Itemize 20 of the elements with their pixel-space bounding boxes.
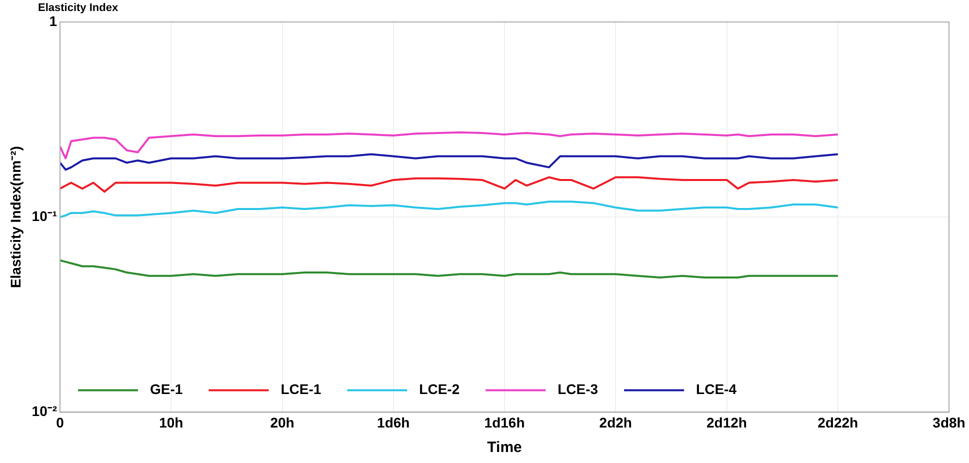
legend-label: LCE-1: [280, 381, 322, 398]
y-axis-title: Elasticity Index(nm⁻²): [7, 146, 24, 288]
chart-title: Elasticity Index: [38, 2, 118, 14]
legend-label: LCE-2: [419, 381, 460, 398]
y-tick-label: 10⁻¹: [32, 208, 58, 224]
x-axis-title: Time: [487, 439, 522, 456]
legend-label: LCE-4: [696, 381, 737, 398]
x-tick-label: 3d8h: [932, 414, 966, 430]
x-tick-label: 1d6h: [377, 414, 410, 430]
x-tick-label: 2d2h: [599, 414, 632, 430]
x-tick-label: 10h: [159, 414, 184, 430]
legend-label: GE-1: [150, 381, 183, 398]
y-tick-label: 10⁻²: [32, 403, 58, 420]
x-tick-label: 0: [56, 414, 64, 430]
x-tick-label: 20h: [270, 414, 294, 430]
x-tick-label: 2d12h: [706, 414, 747, 430]
legend-label: LCE-3: [558, 381, 598, 398]
y-tick-label: 1: [49, 12, 58, 29]
x-tick-label: 2d22h: [818, 414, 858, 430]
x-tick-label: 1d16h: [484, 414, 525, 430]
